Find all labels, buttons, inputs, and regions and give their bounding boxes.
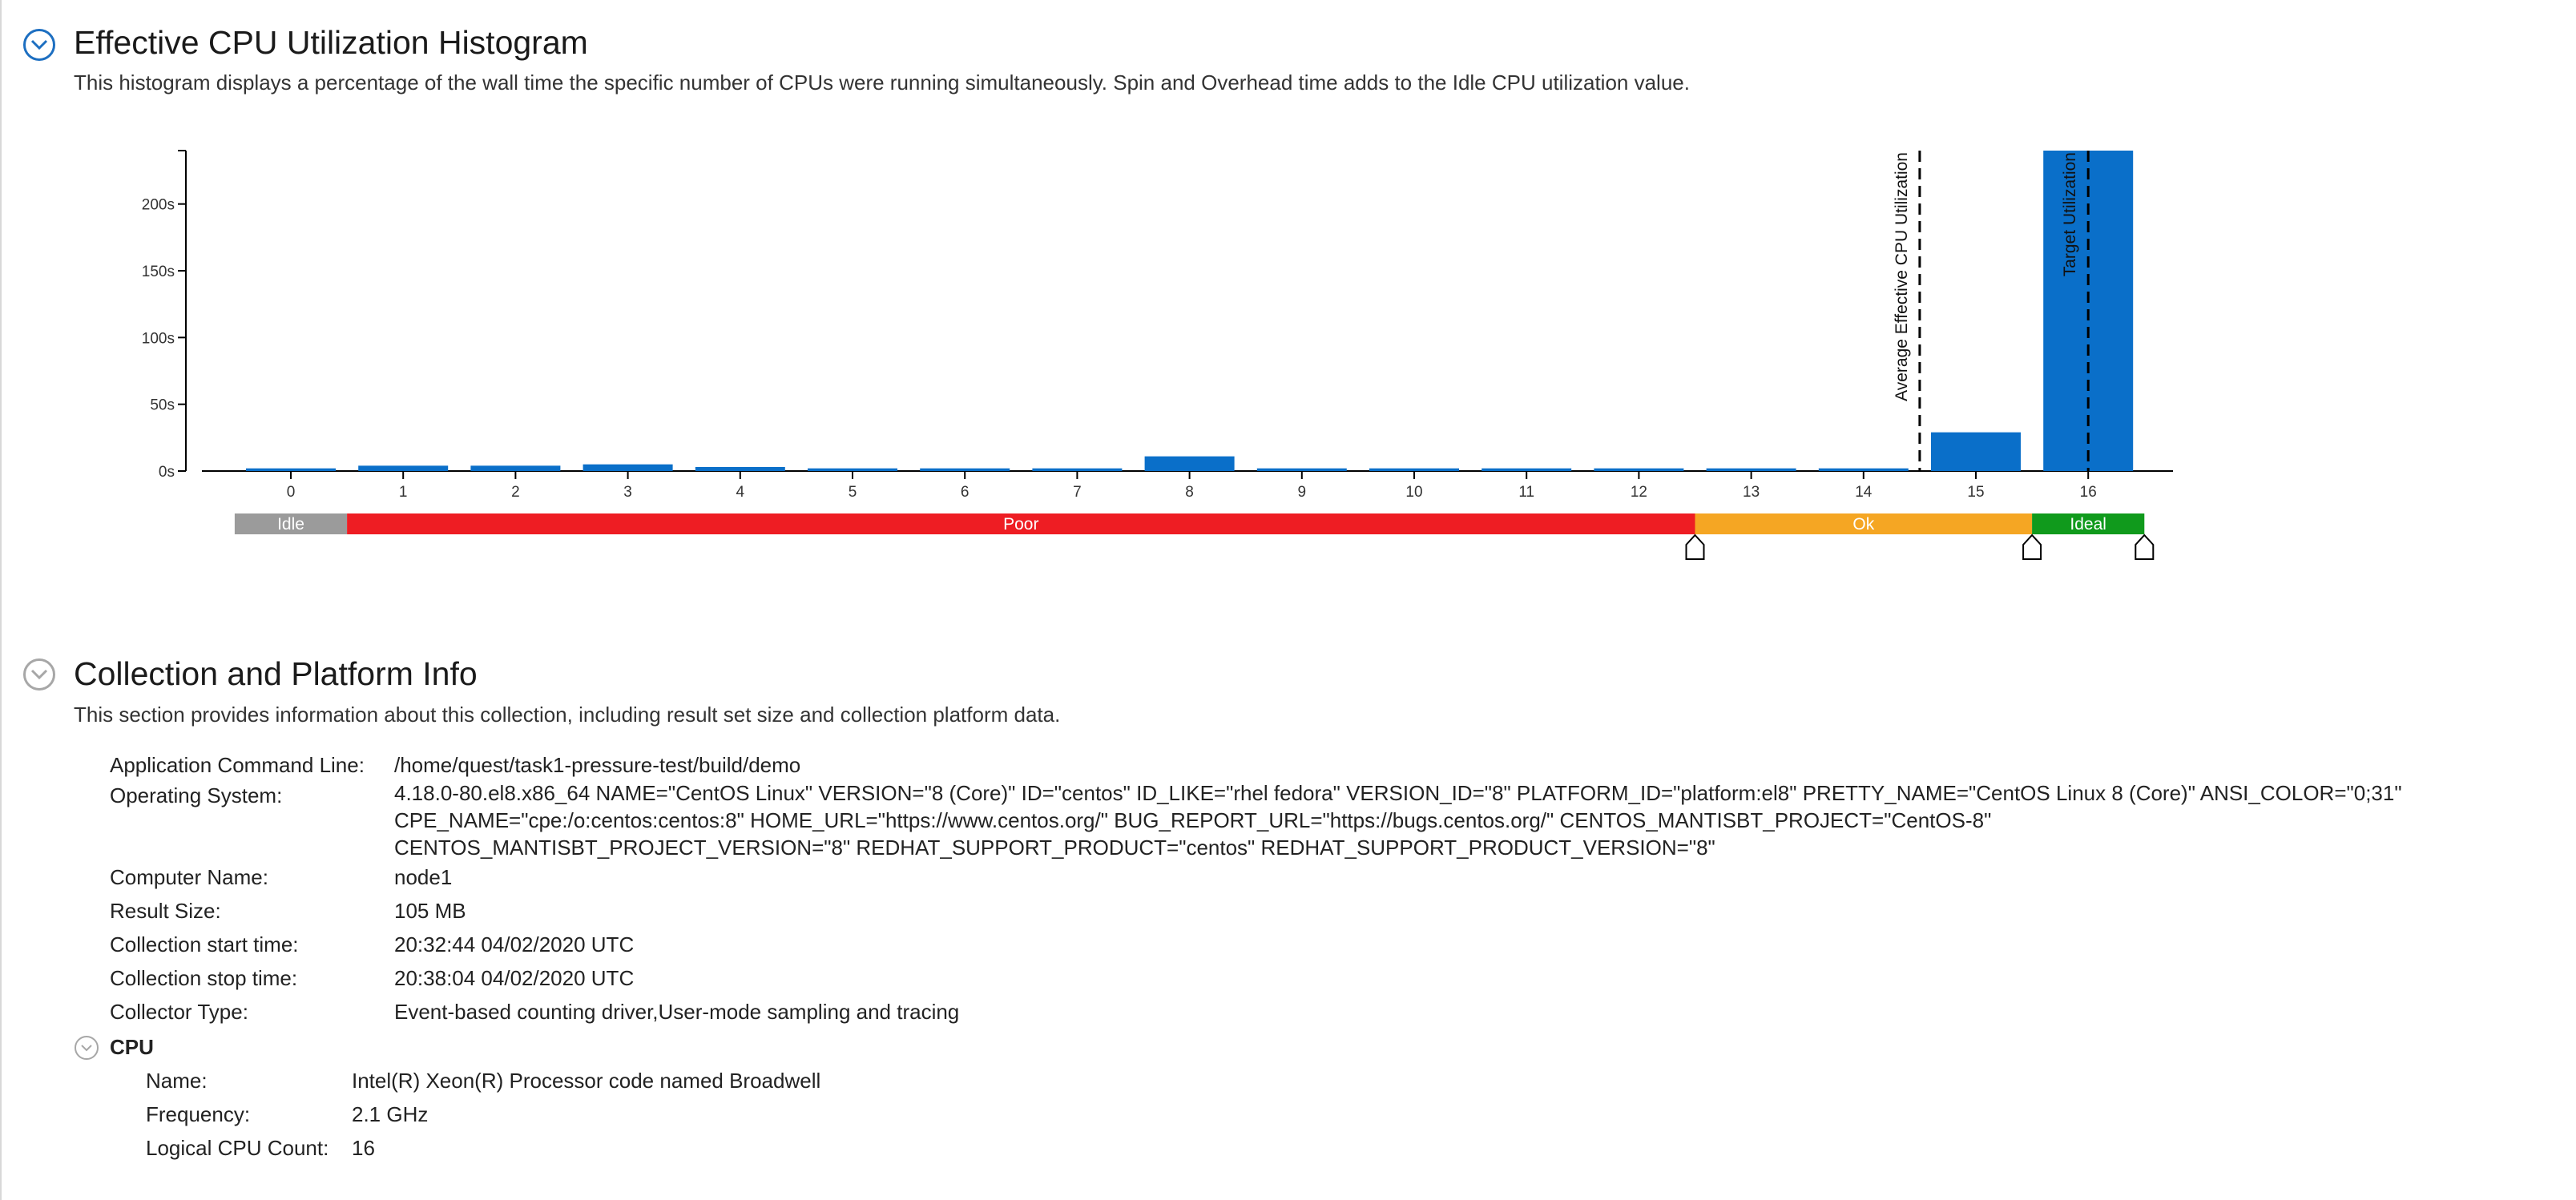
histogram-bar (358, 465, 449, 471)
x-tick-label: 9 (1298, 484, 1307, 501)
info-value: 105 MB (394, 899, 466, 923)
os-line: 4.18.0-80.el8.x86_64 NAME="CentOS Linux"… (394, 781, 2402, 805)
collapse-collection-toggle[interactable] (23, 658, 55, 691)
x-tick-label: 0 (287, 484, 296, 501)
x-tick-label: 7 (1073, 484, 1082, 501)
y-tick-label: 200s (142, 197, 175, 214)
x-tick-label: 14 (1855, 484, 1873, 501)
info-value: 2.1 GHz (352, 1102, 429, 1126)
collection-description: This section provides information about … (74, 703, 1061, 727)
info-value: /home/quest/task1-pressure-test/build/de… (394, 753, 801, 777)
utilization-band (2032, 513, 2145, 534)
x-tick-label: 11 (1518, 484, 1534, 501)
info-label: Result Size: (110, 899, 221, 923)
histogram-bar (808, 468, 897, 471)
utilization-band (347, 513, 1695, 534)
cpu-section-title: CPU (110, 1035, 154, 1059)
info-label: Collector Type: (110, 1000, 248, 1024)
utilization-band-label: Ideal (2070, 515, 2106, 534)
info-value: 20:32:44 04/02/2020 UTC (394, 932, 635, 956)
y-tick-label: 100s (142, 330, 175, 347)
x-tick-label: 12 (1631, 484, 1647, 501)
utilization-band-label: Ok (1852, 515, 1874, 534)
info-label: Operating System: (110, 783, 283, 807)
chevron-down-icon (81, 1045, 92, 1052)
utilization-band (234, 513, 348, 534)
x-tick-label: 13 (1743, 484, 1760, 501)
histogram-bar (695, 467, 785, 471)
histogram-title: Effective CPU Utilization Histogram (74, 24, 588, 61)
target-utilization-label: Target Utilization (2061, 152, 2079, 276)
utilization-band (1695, 513, 2033, 534)
info-value: Event-based counting driver,User-mode sa… (394, 1000, 960, 1024)
os-line: CENTOS_MANTISBT_PROJECT_VERSION="8" REDH… (394, 836, 1715, 860)
os-line: CPE_NAME="cpe:/o:centos:centos:8" HOME_U… (394, 808, 1992, 832)
y-tick-label: 150s (142, 264, 175, 280)
chevron-down-icon (30, 669, 48, 680)
info-value: node1 (394, 865, 453, 889)
histogram-bar (1706, 468, 1796, 471)
histogram-bar (583, 464, 673, 471)
histogram-bar (1032, 468, 1123, 471)
histogram-bar (1256, 468, 1347, 471)
x-tick-label: 16 (2080, 484, 2097, 501)
threshold-handle (2022, 534, 2042, 560)
average-utilization-label: Average Effective CPU Utilization (1893, 152, 1911, 401)
left-border (0, 0, 2, 1200)
info-label: Collection start time: (110, 932, 299, 956)
histogram-bar (1482, 468, 1572, 471)
x-tick-label: 4 (736, 484, 745, 501)
x-tick-label: 8 (1185, 484, 1194, 501)
y-tick-label: 50s (150, 397, 175, 414)
info-label: Collection stop time: (110, 966, 298, 990)
threshold-handle (1685, 534, 1705, 560)
info-label: Application Command Line: (110, 753, 365, 777)
chevron-down-icon (30, 39, 48, 50)
x-tick-label: 1 (399, 484, 408, 501)
x-tick-label: 10 (1405, 484, 1422, 501)
info-value: 20:38:04 04/02/2020 UTC (394, 966, 635, 990)
histogram-bar (920, 468, 1010, 471)
histogram-bar (1594, 468, 1684, 471)
info-value: 16 (352, 1136, 375, 1160)
collapse-histogram-toggle[interactable] (23, 29, 55, 61)
x-tick-label: 2 (511, 484, 520, 501)
info-value-os: 4.18.0-80.el8.x86_64 NAME="CentOS Linux"… (394, 779, 2402, 861)
threshold-handle (2135, 534, 2155, 560)
info-label: Name: (146, 1069, 208, 1093)
info-label: Computer Name: (110, 865, 268, 889)
info-value: Intel(R) Xeon(R) Processor code named Br… (352, 1069, 821, 1093)
utilization-band-label: Poor (1003, 515, 1038, 534)
histogram-bar (1369, 468, 1459, 471)
histogram-bar (1144, 456, 1235, 471)
histogram-bar (246, 468, 336, 471)
x-tick-label: 6 (961, 484, 970, 501)
histogram-description: This histogram displays a percentage of … (74, 70, 1690, 95)
info-label: Frequency: (146, 1102, 251, 1126)
x-tick-label: 5 (849, 484, 857, 501)
histogram-bar (1931, 432, 2021, 471)
info-label: Logical CPU Count: (146, 1136, 329, 1160)
collection-title: Collection and Platform Info (74, 655, 478, 692)
x-tick-label: 15 (1967, 484, 1984, 501)
histogram-bar (1818, 468, 1909, 471)
y-tick-label: 0s (159, 464, 175, 481)
utilization-band-label: Idle (277, 515, 304, 534)
collapse-cpu-toggle[interactable] (75, 1036, 99, 1060)
x-tick-label: 3 (623, 484, 632, 501)
histogram-bar (470, 465, 561, 471)
